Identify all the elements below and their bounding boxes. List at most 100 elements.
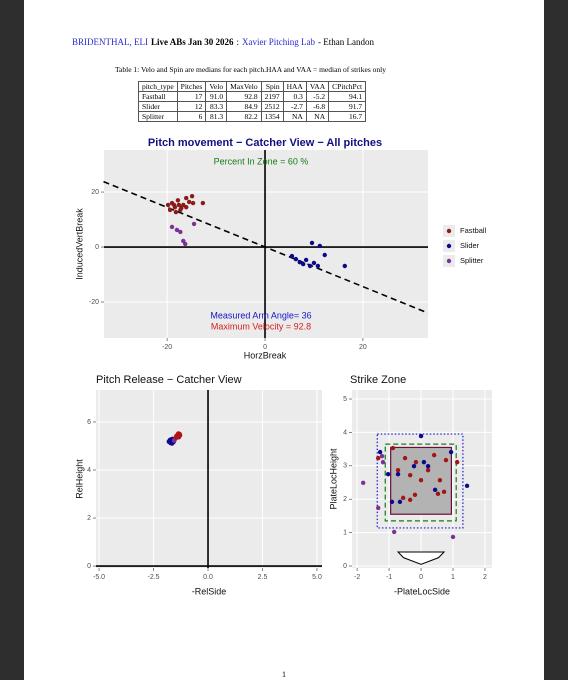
y-axis-label: RelHeight: [74, 459, 84, 499]
legend-label: Splitter: [460, 256, 484, 265]
point: [397, 499, 403, 505]
point: [173, 209, 179, 215]
y-axis-label: PlateLocHeight: [328, 448, 338, 510]
x-tick-label: 2.5: [258, 574, 268, 581]
annotation: Maximum Velocity = 92.8: [211, 321, 311, 331]
point: [171, 438, 177, 443]
x-tick-label: 20: [359, 344, 367, 351]
annotation: Measured Arm Angle= 36: [210, 310, 311, 320]
chart-title: Strike Zone: [350, 374, 406, 386]
legend-marker: [446, 258, 452, 264]
x-tick-label: 0: [263, 344, 267, 351]
x-tick-label: 2: [483, 574, 487, 581]
point: [418, 477, 424, 483]
point: [407, 472, 413, 478]
point: [464, 483, 470, 489]
table: pitch_type Pitches Velo MaxVelo Spin HAA VAA CP…: [138, 81, 367, 122]
point: [425, 467, 431, 473]
x-tick-label: -5.0: [93, 574, 105, 581]
point: [395, 471, 401, 477]
point: [178, 229, 183, 235]
x-tick-label: -20: [162, 344, 172, 351]
player: BRIDENTHAL, ELI: [72, 37, 148, 47]
point: [380, 459, 386, 465]
point: [186, 199, 192, 205]
point: [413, 459, 419, 465]
table-row: Splitter 6 81.3 82.2 1354 NA NA 16.7: [138, 111, 367, 122]
point: [435, 491, 441, 497]
point: [307, 263, 313, 269]
point: [376, 505, 381, 511]
point: [425, 463, 431, 469]
point: [169, 224, 175, 230]
session: Live ABs Jan 30 2026: [151, 37, 234, 47]
point: [309, 240, 315, 246]
page-number: 1: [282, 670, 286, 679]
legend-label: Fastball: [460, 226, 487, 235]
point: [412, 492, 418, 498]
y-axis-label: InducedVertBreak: [74, 208, 84, 280]
y-tick-label: 6: [87, 419, 91, 426]
annotation: Percent In Zone = 60 %: [214, 156, 309, 166]
point: [189, 193, 195, 199]
table-caption: Table 1: Velo and Spin are medians for e…: [115, 65, 386, 74]
y-tick-label: 0: [343, 563, 347, 570]
x-tick-label: 0: [419, 574, 423, 581]
y-tick-label: -20: [89, 299, 99, 306]
point: [175, 198, 181, 203]
point: [190, 200, 196, 206]
point: [184, 195, 189, 201]
point: [411, 463, 417, 469]
y-tick-label: 4: [343, 429, 347, 436]
y-tick-label: 1: [343, 529, 347, 536]
x-tick-label: -1: [386, 574, 392, 581]
point: [311, 260, 317, 266]
arm-angle-line: [103, 180, 429, 314]
point: [165, 202, 171, 208]
point: [317, 243, 323, 249]
x-tick-label: -2: [354, 574, 360, 581]
point: [183, 241, 188, 247]
point: [390, 445, 396, 451]
y-tick-label: 0: [87, 563, 91, 570]
point: [400, 495, 406, 501]
legend-label: Slider: [460, 241, 480, 250]
table-cell: Splitter: [138, 111, 178, 122]
x-tick-label: 5.0: [312, 574, 322, 581]
point: [322, 252, 327, 258]
home-plate: [396, 551, 446, 565]
x-tick-label: 0.0: [203, 574, 213, 581]
author: - Ethan Landon: [318, 37, 374, 47]
point: [432, 487, 438, 493]
point: [376, 455, 381, 461]
header: BRIDENTHAL, ELI Live ABs Jan 30 2026: Xavi…: [72, 37, 377, 47]
y-tick-label: 4: [87, 467, 91, 474]
chart-title: Pitch movement − Catcher View − All pitc…: [148, 137, 382, 149]
point: [297, 259, 302, 265]
point: [184, 204, 189, 210]
point: [407, 497, 413, 503]
point: [360, 480, 366, 486]
table-cell: 81.3: [205, 111, 228, 122]
point: [450, 534, 456, 540]
point: [289, 253, 295, 259]
point: [418, 433, 424, 439]
point: [315, 263, 321, 269]
point: [379, 453, 385, 459]
table-cell: 16.7: [328, 111, 367, 122]
legend-marker: [446, 228, 452, 234]
point: [342, 263, 347, 269]
separator: :: [236, 37, 240, 47]
point: [175, 433, 181, 438]
x-axis-label: -RelSide: [192, 586, 227, 596]
table-cell: 6: [176, 111, 207, 122]
point: [293, 256, 299, 262]
y-tick-label: 2: [87, 515, 91, 522]
point: [431, 452, 437, 458]
y-tick-label: 3: [343, 463, 347, 470]
point: [402, 455, 408, 461]
point: [448, 449, 454, 455]
point: [389, 499, 395, 505]
